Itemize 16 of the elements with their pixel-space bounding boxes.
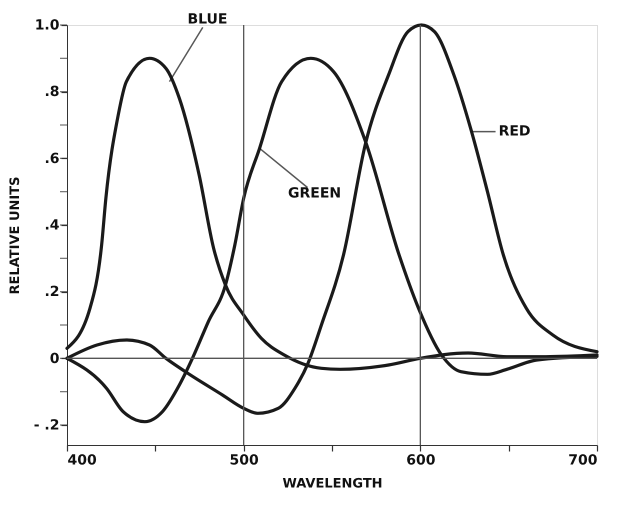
- y-axis-title: RELATIVE UNITS: [8, 176, 23, 294]
- y-tick-label: .6: [44, 150, 60, 167]
- x-axis-title: WAVELENGTH: [282, 476, 383, 492]
- y-tick-label: .2: [44, 284, 60, 300]
- annotation: BLUE: [187, 12, 228, 28]
- y-tick-label: .4: [44, 218, 60, 234]
- x-tick-label: 700: [568, 452, 598, 468]
- y-tick-label: .8: [44, 84, 60, 100]
- y-tick-label: - .2: [34, 418, 60, 434]
- y-tick-label: 1.0: [34, 18, 60, 34]
- y-tick-label: 0: [50, 350, 60, 367]
- annotation: GREEN: [288, 185, 342, 202]
- x-tick-label: 500: [230, 452, 260, 468]
- annotation: RED: [498, 124, 531, 140]
- x-tick-label: 600: [406, 452, 436, 468]
- x-tick-label: 400: [68, 452, 97, 468]
